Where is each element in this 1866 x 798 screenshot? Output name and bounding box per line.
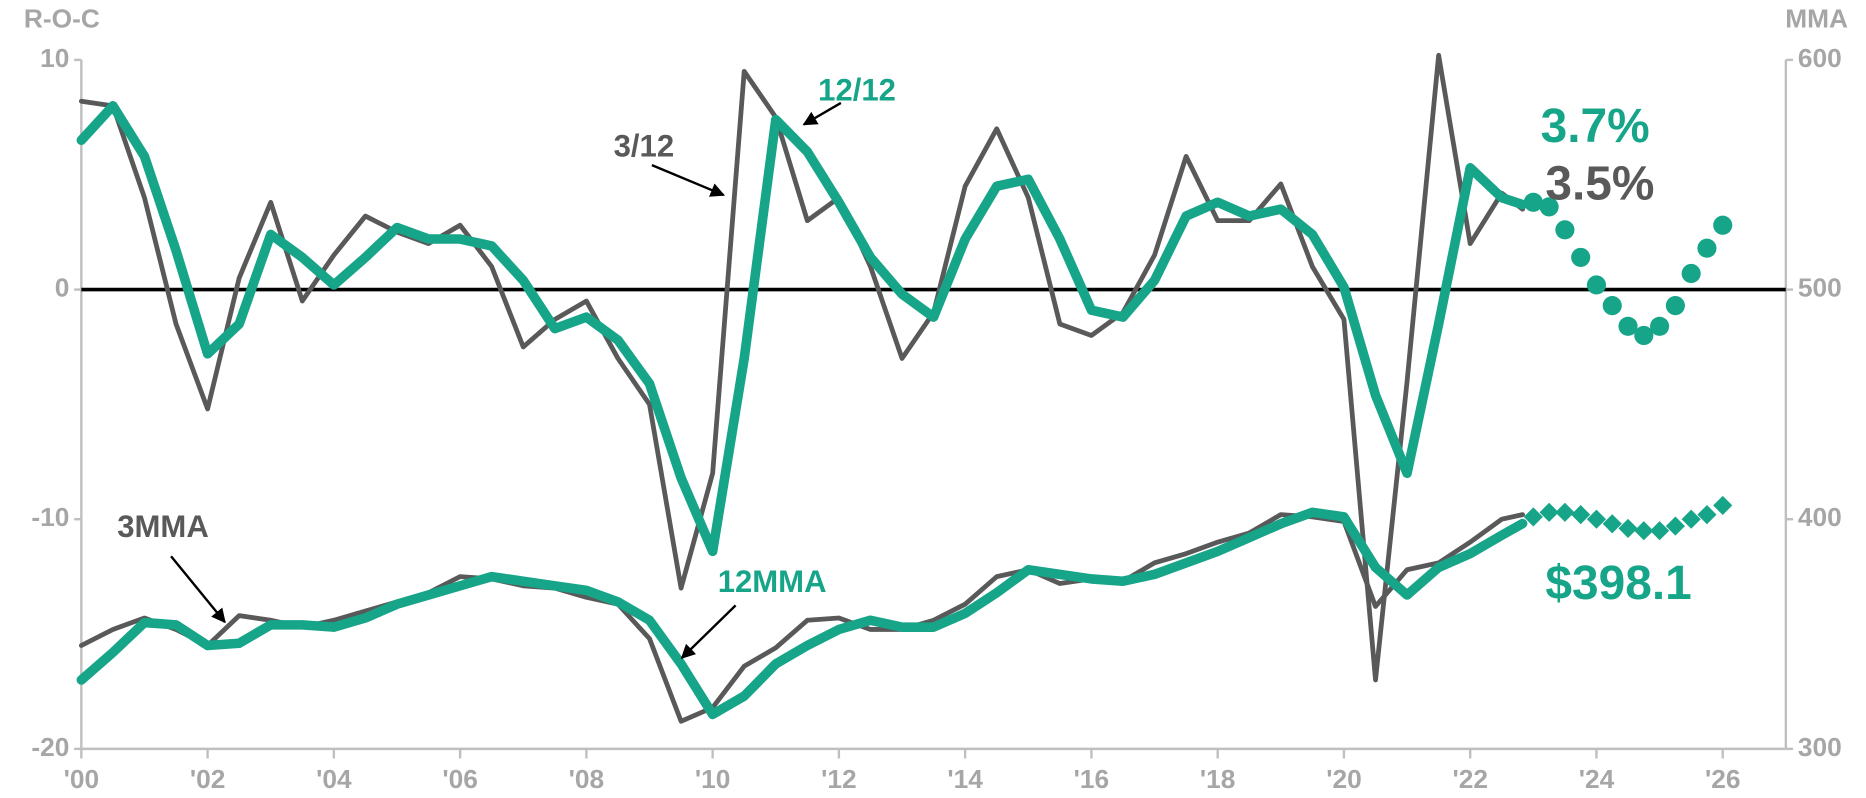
y2-tick-label: 400 [1798,502,1842,532]
y2-tick-label: 600 [1798,43,1842,73]
y2-tick-label: 500 [1798,273,1842,303]
forecast-point [1586,509,1607,529]
forecast-point [1713,495,1733,516]
y2-axis-title: MMA [1785,3,1848,33]
forecast-point [1539,502,1559,522]
y-tick-label: -20 [31,732,69,762]
series-label: 12MMA [718,564,827,599]
end-label: 3.5% [1545,157,1654,210]
x-tick-label: '06 [442,764,478,794]
forecast-point [1634,325,1654,346]
x-tick-label: '00 [64,764,100,794]
forecast-point [1523,192,1543,212]
forecast-point [1697,238,1717,258]
y2-tick-label: 300 [1798,732,1842,762]
forecast-point [1665,516,1685,536]
forecast-point [1571,247,1591,267]
series-line [76,507,1528,720]
y-tick-label: -10 [31,502,69,532]
forecast-point [1618,316,1638,336]
series-label: 3/12 [614,129,675,164]
x-tick-label: '12 [821,764,857,794]
x-tick-label: '14 [947,764,983,794]
forecast-point [1555,502,1575,522]
x-tick-label: '16 [1074,764,1110,794]
forecast-point [1602,296,1622,316]
forecast-point [1571,505,1591,525]
x-tick-label: '26 [1705,764,1741,794]
forecast-point [1586,275,1607,295]
forecast-point [1650,316,1670,336]
forecast-point [1539,197,1559,217]
forecast-point [1602,514,1622,534]
forecast-point [1665,296,1685,316]
series-line [78,512,1526,724]
arrow [680,604,737,659]
x-tick-label: '04 [316,764,352,794]
series-line [76,101,1528,557]
forecast-point [1697,505,1717,525]
forecast-point [1650,521,1670,541]
y-tick-label: 0 [55,273,70,303]
forecast-point [1618,518,1638,538]
x-tick-label: '02 [190,764,226,794]
arrow [802,101,842,126]
arrow [651,164,725,197]
forecast-point [1713,215,1733,235]
forecast-point [1681,263,1701,284]
x-tick-label: '10 [695,764,731,794]
plot-area: -20 -10 0 10 300 400 500 600 '00 '02 '04 '06 '08 '10 '… [31,43,1841,794]
x-tick-label: '24 [1579,764,1615,794]
x-tick-label: '22 [1452,764,1488,794]
y-tick-label: 10 [40,43,69,73]
x-tick-label: '08 [569,764,605,794]
end-label: $398.1 [1545,557,1691,610]
series-label: 12/12 [818,72,896,107]
x-tick-label: '18 [1200,764,1236,794]
y-axis-title: R-O-C [24,3,100,33]
end-label: 3.7% [1541,100,1650,153]
forecast-point [1555,220,1575,240]
arrow [170,555,226,624]
series-label: 3MMA [117,509,209,544]
x-tick-label: '20 [1326,764,1362,794]
